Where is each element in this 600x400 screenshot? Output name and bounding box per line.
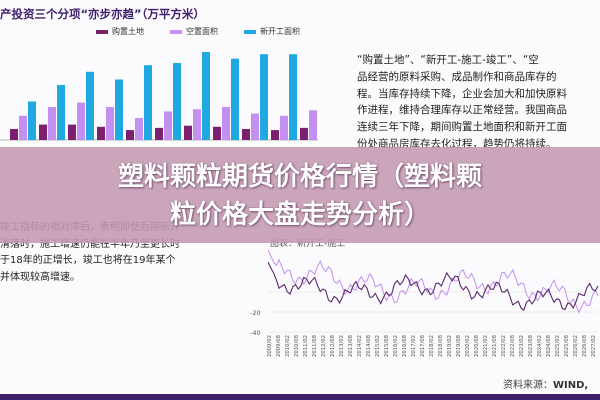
x-tick-label: 2019/02	[447, 335, 453, 357]
bar	[280, 115, 288, 140]
bar	[213, 126, 221, 140]
x-tick-label: 2015/08	[384, 334, 390, 357]
x-tick-label: 2024/02	[537, 335, 543, 357]
legend-swatch	[96, 29, 108, 34]
x-tick-label: 2011/02	[303, 335, 309, 357]
series-line	[267, 249, 599, 314]
banner-title-line: 塑料颗粒期货价格行情（塑料颗	[117, 162, 482, 192]
x-tick-label: 2020/08	[474, 334, 480, 357]
bar	[271, 130, 279, 140]
bar	[231, 58, 239, 140]
bar	[309, 110, 317, 140]
y-tick-label: -20	[250, 309, 261, 317]
bar	[68, 124, 76, 140]
top-bar-chart	[0, 52, 318, 141]
x-tick-label: 2016/08	[402, 334, 408, 357]
x-tick-label: 2009/02	[267, 335, 273, 357]
legend-item-land: 购置土地	[96, 26, 144, 37]
bar	[242, 129, 250, 140]
bar	[28, 101, 36, 140]
top-chart-title: 产投资三个分项“亦步亦趋”（万平方米）	[0, 7, 205, 21]
legend-label: 空置面积	[186, 27, 218, 36]
bar	[155, 127, 163, 140]
bar	[300, 127, 308, 140]
x-tick-label: 2010/08	[294, 334, 300, 357]
x-tick-label: 2013/08	[348, 334, 354, 357]
x-tick-label: 2022/02	[501, 335, 507, 357]
footer-bar	[0, 394, 600, 400]
x-tick-label: 2010/02	[285, 335, 291, 357]
bar	[202, 52, 210, 140]
bottom-chart-title: 图表：新开工-施工	[270, 239, 346, 249]
legend-item-vacant: 空置面积	[170, 26, 218, 37]
bar	[57, 85, 65, 140]
bar	[19, 115, 27, 140]
x-tick-label: 2020/02	[465, 335, 471, 357]
x-tick-label: 2023/02	[519, 335, 525, 357]
bar	[10, 129, 18, 140]
bar	[251, 113, 259, 140]
x-tick-label: 2014/02	[357, 335, 363, 357]
legend-item-newstart: 新开工面积	[244, 26, 300, 37]
bar	[144, 65, 152, 140]
x-tick-label: 2017/08	[420, 334, 426, 357]
x-tick-label: 2011/08	[312, 334, 318, 357]
bar	[97, 126, 105, 140]
x-tick-label: 2009/08	[276, 334, 282, 357]
title-banner	[0, 147, 600, 243]
bar	[184, 125, 192, 140]
x-tick-label: 2027/02	[591, 335, 597, 357]
x-tick-label: 2013/02	[339, 335, 345, 357]
bar	[164, 111, 172, 140]
banner-title: 塑料颗粒期货价格行情（塑料颗 粒价格大盘走势分析）	[0, 158, 600, 234]
bar	[193, 109, 201, 140]
bar	[48, 107, 56, 140]
x-tick-label: 2018/02	[429, 335, 435, 357]
bar	[77, 102, 85, 140]
source-name: WIND,	[553, 380, 589, 391]
bar	[126, 130, 134, 140]
x-tick-label: 2021/08	[492, 334, 498, 357]
bar	[289, 54, 297, 141]
bar	[86, 71, 94, 140]
x-tick-label: 2024/08	[546, 334, 552, 357]
legend-swatch	[170, 29, 182, 34]
x-tick-label: 2023/08	[528, 334, 534, 357]
x-tick-label: 2012/08	[330, 334, 336, 357]
bar	[39, 124, 47, 140]
x-tick-label: 2021/02	[483, 335, 489, 357]
source-prefix: 资料来源：	[503, 380, 553, 391]
x-tick-label: 2015/02	[375, 335, 381, 357]
top-chart-legend: 购置土地 空置面积 新开工面积	[96, 26, 300, 37]
legend-label: 购置土地	[112, 27, 144, 36]
x-tick-label: 2026/02	[573, 335, 579, 357]
banner-title-line: 粒价格大盘走势分析）	[169, 200, 430, 230]
x-tick-label: 2025/08	[564, 334, 570, 357]
source-note: 资料来源：WIND,	[503, 376, 588, 391]
x-tick-label: 2014/08	[366, 334, 372, 357]
x-tick-label: 2017/02	[411, 335, 417, 357]
bar	[173, 63, 181, 140]
bar	[115, 79, 123, 140]
bar	[106, 107, 114, 140]
bar	[222, 107, 230, 140]
series-line	[267, 261, 599, 311]
x-tick-label: 2016/02	[393, 335, 399, 357]
bar	[135, 118, 143, 140]
x-tick-label: 2018/08	[438, 334, 444, 357]
bar	[260, 54, 268, 141]
x-tick-label: 2026/08	[582, 334, 588, 357]
x-tick-label: 2012/02	[321, 335, 327, 357]
legend-label: 新开工面积	[260, 27, 300, 36]
x-tick-label: 2022/08	[510, 334, 516, 357]
right-paragraph: “购置土地”、“新开工-施工-竣工”、“空 品经营的原料采购、成品制作和商品库存…	[357, 54, 567, 150]
y-tick-label: -40	[250, 329, 261, 337]
x-tick-label: 2025/02	[555, 335, 561, 357]
x-tick-label: 2019/08	[456, 334, 462, 357]
legend-swatch	[244, 29, 256, 34]
